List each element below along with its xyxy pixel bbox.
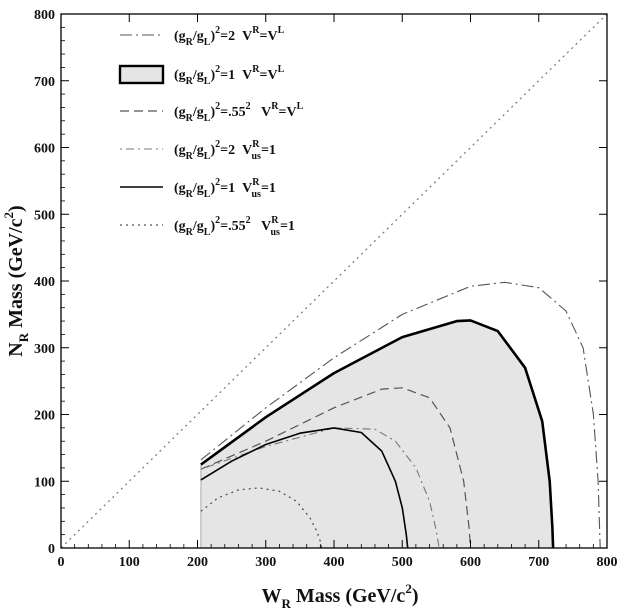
series-line xyxy=(200,427,440,548)
legend-label: (gR/gL)2=1 VR=VL xyxy=(174,64,285,87)
y-axis-title: NR Mass (GeV/c2) xyxy=(1,205,31,356)
y-tick-label: 0 xyxy=(48,542,55,557)
x-tick-label: 500 xyxy=(392,555,413,570)
x-axis-title: WR Mass (GeV/c2) xyxy=(262,581,419,611)
series-line xyxy=(200,427,409,548)
diagonal-line xyxy=(61,14,607,548)
x-tick-label: 100 xyxy=(119,555,140,570)
legend: (gR/gL)2=2 VR=VL (gR/gL)2=1 VR=VL (gR/gL)2… xyxy=(118,25,304,238)
legend-swatch xyxy=(118,64,165,85)
curves-layer xyxy=(61,14,607,548)
x-tick-label: 0 xyxy=(58,555,65,570)
legend-label: (gR/gL)2=2 VR us=1 xyxy=(174,139,276,162)
x-tick-label: 200 xyxy=(187,555,208,570)
y-tick-label: 200 xyxy=(34,409,55,424)
legend-label: (gR/gL)2=2 VR=VL xyxy=(174,25,285,48)
y-tick-label: 500 xyxy=(34,208,55,223)
x-tick-label: 400 xyxy=(324,555,345,570)
y-tick-label: 100 xyxy=(34,475,55,490)
legend-label: (gR/gL)2=.552 VR=VL xyxy=(174,101,304,124)
y-tick-label: 600 xyxy=(34,142,55,157)
band-fill-layer xyxy=(200,320,554,548)
series-band-fill xyxy=(200,320,554,548)
y-tick-label: 700 xyxy=(34,75,55,90)
y-tick-label: 300 xyxy=(34,342,55,357)
series-line xyxy=(200,281,601,548)
series-line xyxy=(200,319,555,548)
legend-label: (gR/gL)2=.552 VR us=1 xyxy=(174,215,295,238)
x-tick-label: 700 xyxy=(528,555,549,570)
x-tick-label: 300 xyxy=(255,555,276,570)
x-tick-label: 600 xyxy=(460,555,481,570)
y-tick-label: 800 xyxy=(34,8,55,23)
x-tick-label: 800 xyxy=(597,555,618,570)
legend-label: (gR/gL)2=1 VR us=1 xyxy=(174,177,276,200)
axis-ticks: 0 100 200 300 400 500 600 700 800 0 100 200 300 400 50… xyxy=(34,8,618,570)
y-tick-label: 400 xyxy=(34,275,55,290)
